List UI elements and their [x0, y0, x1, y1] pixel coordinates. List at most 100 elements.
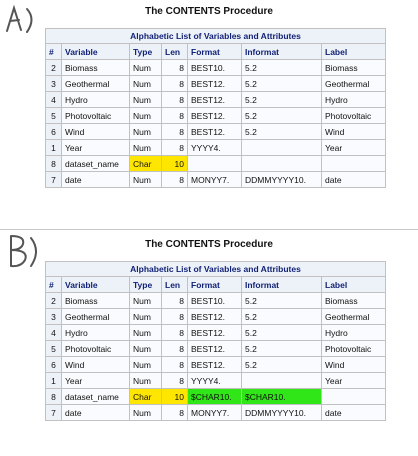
column-header-num: # [45, 276, 62, 293]
cell-format: MONYY7. [187, 404, 242, 421]
cell-informat: 5.2 [241, 324, 322, 341]
cell-format: MONYY7. [187, 171, 242, 188]
cell-informat: 5.2 [241, 123, 322, 140]
cell-num: 1 [45, 372, 62, 389]
table-row: 5 Photovoltaic Num 8 BEST12. 5.2 Photovoltaic [45, 107, 386, 124]
cell-informat: DDMMYYYY10. [241, 171, 322, 188]
cell-label: Year [321, 139, 386, 156]
section-divider [0, 229, 418, 230]
cell-type: Num [129, 324, 162, 341]
cell-type: Num [129, 59, 162, 76]
cell-type: Num [129, 123, 162, 140]
table-row: 6 Wind Num 8 BEST12. 5.2 Wind [45, 123, 386, 140]
table-caption-b: Alphabetic List of Variables and Attribu… [45, 261, 386, 277]
cell-len: 8 [161, 324, 188, 341]
column-header-len: Len [161, 43, 188, 60]
table-row: 5 Photovoltaic Num 8 BEST12. 5.2 Photovoltaic [45, 340, 386, 357]
cell-len: 8 [161, 139, 188, 156]
cell-label: Wind [321, 123, 386, 140]
cell-format: $CHAR10. [187, 388, 242, 405]
cell-format: BEST12. [187, 340, 242, 357]
cell-label: Biomass [321, 59, 386, 76]
cell-label: Photovoltaic [321, 340, 386, 357]
column-header-type: Type [129, 276, 162, 293]
table-row: 1 Year Num 8 YYYY4. Year [45, 139, 386, 156]
proc-title-a: The CONTENTS Procedure [145, 6, 273, 17]
cell-type: Num [129, 292, 162, 309]
table-row: 8 dataset_name Char 10 $CHAR10. $CHAR10. [45, 388, 386, 405]
cell-label [321, 155, 386, 172]
cell-label: Wind [321, 356, 386, 373]
cell-len: 10 [161, 155, 188, 172]
cell-len: 10 [161, 388, 188, 405]
cell-variable: Geothermal [61, 75, 130, 92]
column-header-num: # [45, 43, 62, 60]
cell-format: YYYY4. [187, 139, 242, 156]
table-row: 7 date Num 8 MONYY7. DDMMYYYY10. date [45, 171, 386, 188]
cell-len: 8 [161, 59, 188, 76]
cell-len: 8 [161, 171, 188, 188]
column-header-informat: Informat [241, 276, 322, 293]
cell-format: BEST12. [187, 324, 242, 341]
cell-variable: Photovoltaic [61, 107, 130, 124]
column-header-type: Type [129, 43, 162, 60]
cell-variable: Wind [61, 356, 130, 373]
cell-label: Hydro [321, 91, 386, 108]
cell-format [187, 155, 242, 172]
column-header-informat: Informat [241, 43, 322, 60]
cell-variable: Wind [61, 123, 130, 140]
table-row: 1 Year Num 8 YYYY4. Year [45, 372, 386, 389]
cell-format: BEST12. [187, 107, 242, 124]
table-row: 6 Wind Num 8 BEST12. 5.2 Wind [45, 356, 386, 373]
cell-type: Num [129, 404, 162, 421]
cell-num: 5 [45, 340, 62, 357]
cell-label: date [321, 171, 386, 188]
cell-type: Num [129, 356, 162, 373]
cell-informat: 5.2 [241, 107, 322, 124]
cell-format: BEST12. [187, 75, 242, 92]
cell-informat: DDMMYYYY10. [241, 404, 322, 421]
cell-num: 7 [45, 404, 62, 421]
cell-label: Photovoltaic [321, 107, 386, 124]
cell-type: Num [129, 171, 162, 188]
cell-len: 8 [161, 356, 188, 373]
cell-num: 6 [45, 356, 62, 373]
cell-variable: dataset_name [61, 155, 130, 172]
cell-variable: Geothermal [61, 308, 130, 325]
cell-type: Num [129, 91, 162, 108]
cell-num: 7 [45, 171, 62, 188]
cell-informat: $CHAR10. [241, 388, 322, 405]
column-header-len: Len [161, 276, 188, 293]
column-header-variable: Variable [61, 43, 130, 60]
cell-format: BEST10. [187, 292, 242, 309]
cell-informat: 5.2 [241, 91, 322, 108]
cell-informat [241, 372, 322, 389]
table-row: 4 Hydro Num 8 BEST12. 5.2 Hydro [45, 324, 386, 341]
cell-informat: 5.2 [241, 292, 322, 309]
cell-num: 2 [45, 292, 62, 309]
cell-num: 6 [45, 123, 62, 140]
cell-variable: Year [61, 372, 130, 389]
cell-len: 8 [161, 91, 188, 108]
cell-format: BEST12. [187, 123, 242, 140]
cell-len: 8 [161, 308, 188, 325]
cell-informat [241, 139, 322, 156]
cell-label: date [321, 404, 386, 421]
cell-len: 8 [161, 404, 188, 421]
cell-type: Num [129, 139, 162, 156]
cell-label: Biomass [321, 292, 386, 309]
handwritten-label-a [6, 4, 33, 33]
column-header-format: Format [187, 43, 242, 60]
table-row: 8 dataset_name Char 10 [45, 155, 386, 172]
cell-label: Hydro [321, 324, 386, 341]
column-header-label: Label [321, 43, 386, 60]
cell-variable: Photovoltaic [61, 340, 130, 357]
cell-informat: 5.2 [241, 356, 322, 373]
cell-informat: 5.2 [241, 340, 322, 357]
cell-variable: date [61, 171, 130, 188]
cell-format: BEST10. [187, 59, 242, 76]
cell-label: Geothermal [321, 75, 386, 92]
cell-len: 8 [161, 340, 188, 357]
cell-type: Num [129, 340, 162, 357]
cell-format: YYYY4. [187, 372, 242, 389]
